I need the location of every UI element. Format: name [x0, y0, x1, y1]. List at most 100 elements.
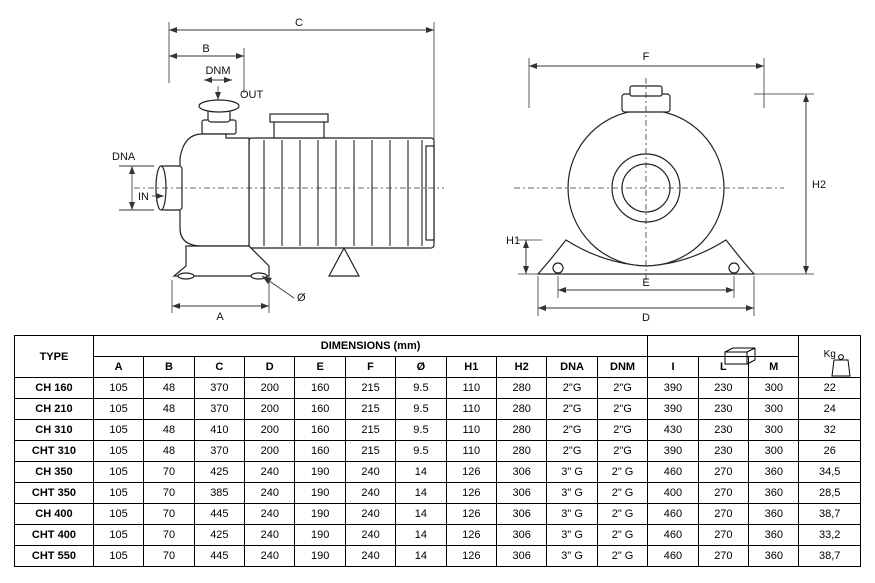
- cell: 306: [497, 483, 547, 504]
- cell: 190: [295, 504, 345, 525]
- table-row: CHT 310105483702001602159.51102802"G2"G3…: [15, 441, 861, 462]
- cell: 3" G: [547, 483, 597, 504]
- cell: 300: [749, 378, 799, 399]
- cell: 360: [749, 546, 799, 567]
- cell: 9.5: [396, 441, 446, 462]
- cell: 445: [194, 504, 244, 525]
- header-type: TYPE: [15, 336, 94, 378]
- label-IN: IN: [138, 191, 149, 203]
- cell: 2" G: [597, 504, 647, 525]
- label-OUT: OUT: [240, 89, 264, 101]
- cell: 2" G: [597, 525, 647, 546]
- dim-A: A: [216, 311, 224, 323]
- cell-type: CHT 550: [15, 546, 94, 567]
- header-box-icon: [648, 336, 799, 357]
- cell: 14: [396, 504, 446, 525]
- cell: 38,7: [799, 546, 861, 567]
- cell: 240: [345, 504, 395, 525]
- cell: 230: [698, 378, 748, 399]
- dimensions-table: TYPE DIMENSIONS (mm) Kg A: [14, 335, 861, 567]
- cell: 2"G: [597, 378, 647, 399]
- cell: 306: [497, 462, 547, 483]
- cell: 2"G: [547, 399, 597, 420]
- cell: 390: [648, 399, 698, 420]
- cell: 33,2: [799, 525, 861, 546]
- cell: 14: [396, 546, 446, 567]
- cell: 215: [345, 378, 395, 399]
- cell: 105: [93, 378, 143, 399]
- cell: 70: [144, 483, 194, 504]
- cell: 126: [446, 462, 496, 483]
- cell: 240: [345, 462, 395, 483]
- cell-type: CHT 310: [15, 441, 94, 462]
- cell: 370: [194, 399, 244, 420]
- cell: 2" G: [597, 546, 647, 567]
- cell: 240: [245, 483, 295, 504]
- cell: 14: [396, 462, 446, 483]
- cell: 160: [295, 420, 345, 441]
- cell: 48: [144, 399, 194, 420]
- cell: 28,5: [799, 483, 861, 504]
- cell: 14: [396, 525, 446, 546]
- cell: 190: [295, 525, 345, 546]
- cell: 2" G: [597, 462, 647, 483]
- cell: 2"G: [597, 441, 647, 462]
- table-row: CH 210105483702001602159.51102802"G2"G39…: [15, 399, 861, 420]
- dim-DNM: DNM: [205, 65, 230, 77]
- cell: 3" G: [547, 504, 597, 525]
- table-row: CH 310105484102001602159.51102802"G2"G43…: [15, 420, 861, 441]
- cell-type: CH 210: [15, 399, 94, 420]
- cell-type: CH 400: [15, 504, 94, 525]
- cell: 200: [245, 378, 295, 399]
- cell: 34,5: [799, 462, 861, 483]
- cell: 270: [698, 525, 748, 546]
- cell: 105: [93, 399, 143, 420]
- cell: 445: [194, 546, 244, 567]
- cell: 190: [295, 546, 345, 567]
- cell: 300: [749, 441, 799, 462]
- cell: 126: [446, 525, 496, 546]
- cell-type: CH 160: [15, 378, 94, 399]
- pump-side-view: C B DNM OUT: [14, 8, 444, 323]
- cell: 240: [345, 483, 395, 504]
- cell: 240: [245, 546, 295, 567]
- cell: 306: [497, 525, 547, 546]
- weight-icon: [830, 353, 852, 379]
- cell: 105: [93, 525, 143, 546]
- cell: 270: [698, 462, 748, 483]
- cell: 3" G: [547, 546, 597, 567]
- cell: 14: [396, 483, 446, 504]
- cell: 2"G: [547, 441, 597, 462]
- cell: 240: [345, 546, 395, 567]
- dim-H2: H2: [812, 179, 826, 191]
- table-header-row-1: TYPE DIMENSIONS (mm) Kg: [15, 336, 861, 357]
- cell: 270: [698, 546, 748, 567]
- cell: 460: [648, 504, 698, 525]
- cell: 410: [194, 420, 244, 441]
- cell: 70: [144, 546, 194, 567]
- cell: 105: [93, 483, 143, 504]
- col-H2: H2: [497, 357, 547, 378]
- dim-E: E: [642, 277, 649, 289]
- cell: 460: [648, 525, 698, 546]
- dim-DNA: DNA: [112, 151, 136, 163]
- cell: 9.5: [396, 378, 446, 399]
- cell: 190: [295, 483, 345, 504]
- cell: 300: [749, 399, 799, 420]
- cell: 105: [93, 462, 143, 483]
- cell: 105: [93, 441, 143, 462]
- cell: 126: [446, 504, 496, 525]
- cell: 2"G: [597, 420, 647, 441]
- cell: 215: [345, 441, 395, 462]
- cell: 70: [144, 462, 194, 483]
- cell: 390: [648, 378, 698, 399]
- cell: 24: [799, 399, 861, 420]
- pump-front-view: F H2 H1 E: [454, 8, 854, 323]
- col-Ø: Ø: [396, 357, 446, 378]
- cell: 385: [194, 483, 244, 504]
- cell: 190: [295, 462, 345, 483]
- cell: 110: [446, 399, 496, 420]
- cell: 425: [194, 525, 244, 546]
- cell: 26: [799, 441, 861, 462]
- cell: 306: [497, 546, 547, 567]
